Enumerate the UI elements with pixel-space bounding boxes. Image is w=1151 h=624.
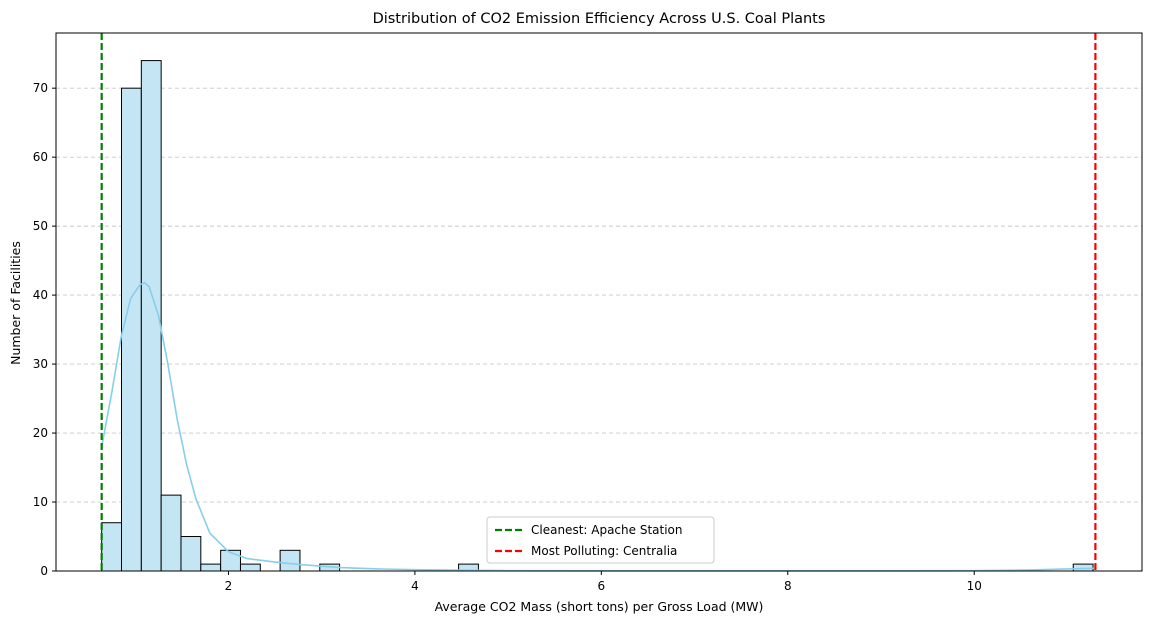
histogram-bar: [200, 563, 222, 572]
y-axis-ticks: 0 10 20 30 40 50 60 70: [33, 81, 56, 578]
legend-entry-label: Most Polluting: Centralia: [531, 544, 677, 558]
y-tick-label: 60: [33, 150, 48, 164]
chart-title: Distribution of CO2 Emission Efficiency …: [373, 11, 826, 27]
histogram-bars: [101, 60, 1094, 572]
y-tick-label: 10: [33, 495, 48, 509]
gridlines: [56, 87, 1142, 503]
histogram-bar: [220, 549, 241, 572]
y-tick-label: 50: [33, 219, 48, 233]
histogram-bar: [239, 563, 261, 572]
x-tick-label: 8: [784, 579, 792, 593]
legend-box: [486, 516, 715, 564]
y-tick-label: 40: [33, 288, 48, 302]
legend: Cleanest: Apache Station Most Polluting: …: [486, 516, 715, 564]
y-tick-label: 30: [33, 357, 48, 371]
y-tick-label: 20: [33, 426, 48, 440]
x-axis-label: Average CO2 Mass (short tons) per Gross …: [435, 599, 764, 614]
y-axis-label: Number of Facilities: [8, 241, 23, 365]
x-tick-label: 2: [225, 579, 233, 593]
reference-lines: [100, 33, 1097, 571]
y-tick-label: 0: [40, 564, 48, 578]
histogram-bar: [1072, 563, 1094, 572]
histogram-bar: [279, 549, 301, 572]
histogram-bar: [160, 494, 182, 572]
x-tick-label: 6: [598, 579, 606, 593]
x-tick-label: 10: [967, 579, 982, 593]
histogram-bar: [121, 87, 142, 572]
x-tick-label: 4: [411, 579, 419, 593]
histogram-bar: [180, 536, 202, 572]
x-axis-ticks: 2 4 6 8 10: [225, 571, 982, 593]
y-tick-label: 70: [33, 81, 48, 95]
legend-entry-label: Cleanest: Apache Station: [531, 523, 683, 537]
plot-frame: [55, 32, 1143, 572]
histogram-bar: [101, 522, 123, 572]
